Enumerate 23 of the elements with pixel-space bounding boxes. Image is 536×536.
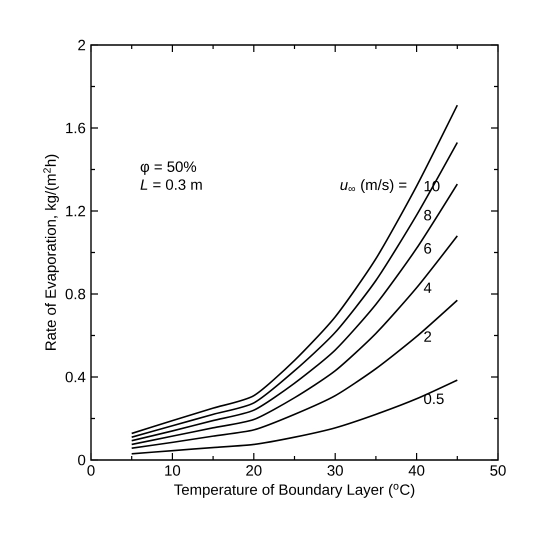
y-tick-label: 0 — [78, 454, 86, 466]
series-label: 6 — [424, 243, 432, 254]
x-tick-label: 30 — [327, 465, 343, 476]
series-label: 8 — [424, 210, 432, 220]
x-tick-label: 50 — [490, 465, 506, 476]
x-tick-label: 20 — [246, 465, 262, 476]
y-tick-label: 0.4 — [66, 372, 86, 382]
x-tick-label: 10 — [165, 465, 180, 476]
y-axis-title: Rate of Evaporation, kg/(m$^{2}$h) — [43, 154, 59, 350]
y-tick-label: 2 — [78, 40, 86, 50]
annotation: φ = 50% — [140, 161, 196, 175]
y-tick-label: 1.2 — [66, 206, 86, 216]
y-tick-label: 1.6 — [66, 122, 86, 134]
annotation: L = 0.3 m — [140, 179, 202, 190]
x-tick-label: 40 — [408, 465, 424, 476]
series-label: 4 — [424, 282, 432, 293]
series-label: 2 — [424, 331, 432, 342]
x-axis-title: Temperature of Boundary Layer ($^{o}$C) — [174, 484, 414, 498]
line-series — [130, 235, 458, 446]
annotation: u$_{∞}$ (m/s) = — [340, 179, 406, 194]
line-series — [130, 299, 458, 449]
y-tick-label: 0.8 — [66, 288, 86, 300]
x-tick-label: 0 — [87, 465, 95, 476]
